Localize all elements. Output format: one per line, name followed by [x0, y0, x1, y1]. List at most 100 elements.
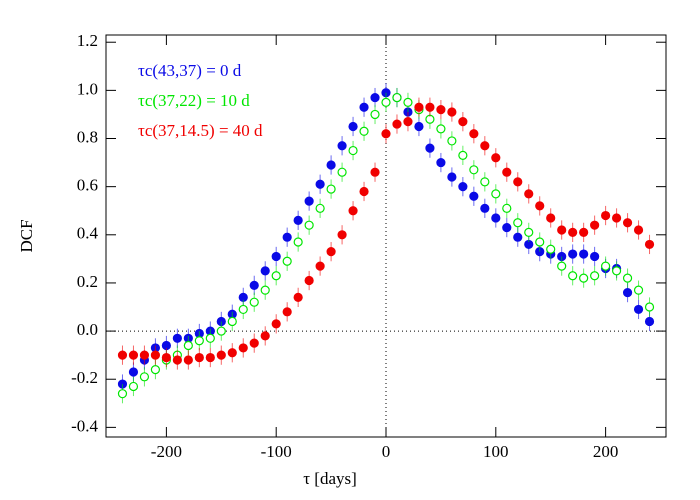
x-tick-label: 0	[382, 442, 391, 461]
point	[425, 102, 435, 112]
point	[194, 352, 204, 363]
point	[304, 275, 314, 286]
point	[326, 160, 336, 170]
point	[326, 184, 336, 194]
point	[546, 213, 556, 223]
point	[568, 249, 578, 259]
point	[502, 203, 512, 213]
point	[194, 336, 204, 346]
point	[128, 367, 139, 377]
point	[260, 331, 270, 341]
point	[611, 266, 622, 276]
point	[337, 167, 347, 177]
point	[271, 271, 281, 281]
point	[139, 350, 150, 360]
point	[480, 203, 490, 213]
point	[271, 251, 281, 262]
point	[128, 350, 139, 360]
point	[633, 285, 644, 295]
point	[172, 333, 182, 343]
point	[293, 292, 303, 302]
legend-entry: τc(37,14.5) = 40 d	[138, 121, 263, 140]
point	[326, 247, 336, 257]
point	[238, 304, 248, 315]
point	[117, 389, 128, 399]
legend-entry: τc(37,22) = 10 d	[138, 91, 250, 110]
point	[633, 304, 644, 315]
point	[271, 319, 281, 329]
point	[304, 220, 314, 230]
point	[601, 261, 611, 271]
point	[579, 249, 589, 259]
point	[491, 189, 501, 199]
point	[348, 145, 358, 156]
point	[337, 230, 347, 240]
point	[128, 381, 139, 392]
point	[579, 227, 589, 237]
x-tick-label: 100	[483, 442, 509, 461]
point	[205, 352, 215, 363]
point	[644, 316, 655, 327]
point	[150, 364, 161, 375]
point	[557, 225, 567, 235]
point	[491, 153, 501, 163]
point	[557, 261, 567, 271]
point	[469, 165, 479, 175]
point	[249, 280, 259, 290]
point	[381, 129, 391, 139]
point	[293, 237, 303, 247]
point	[622, 287, 633, 298]
point	[568, 227, 578, 237]
point	[469, 191, 479, 201]
legend-entry: τc(43,37) = 0 d	[138, 61, 242, 80]
point	[622, 273, 633, 283]
y-tick-label: 0.4	[77, 224, 99, 243]
point	[535, 237, 545, 247]
point	[315, 203, 325, 213]
point	[370, 167, 380, 177]
y-tick-label: -0.4	[71, 416, 98, 435]
point	[447, 136, 457, 146]
point	[502, 222, 512, 233]
point	[249, 338, 259, 348]
point	[524, 189, 534, 199]
point	[458, 150, 468, 160]
y-tick-label: 0.0	[77, 320, 98, 339]
point	[601, 210, 611, 221]
point	[227, 348, 237, 358]
point	[161, 352, 171, 363]
point	[315, 179, 325, 189]
point	[644, 239, 655, 250]
point	[513, 232, 523, 242]
point	[370, 109, 380, 120]
point	[513, 218, 523, 228]
point	[304, 196, 314, 206]
point	[370, 92, 380, 103]
y-axis-label: DCF	[17, 219, 36, 252]
point	[414, 102, 424, 112]
point	[282, 307, 292, 317]
point	[216, 326, 226, 336]
point	[172, 355, 182, 365]
point	[579, 273, 589, 283]
point	[315, 261, 325, 271]
point	[381, 97, 391, 108]
y-tick-label: -0.2	[71, 368, 98, 387]
point	[502, 167, 512, 177]
point	[469, 129, 479, 139]
point	[590, 251, 600, 262]
point	[117, 350, 128, 360]
point	[183, 355, 193, 365]
x-tick-label: -100	[261, 442, 292, 461]
point	[480, 141, 490, 151]
point	[535, 201, 545, 211]
point	[205, 333, 215, 343]
point	[238, 343, 248, 353]
y-tick-label: 0.6	[77, 176, 98, 195]
point	[216, 350, 226, 360]
point	[590, 220, 600, 230]
point	[447, 107, 457, 117]
y-tick-label: 1.2	[77, 31, 98, 50]
point	[183, 340, 193, 351]
y-tick-label: 1.0	[77, 79, 98, 98]
